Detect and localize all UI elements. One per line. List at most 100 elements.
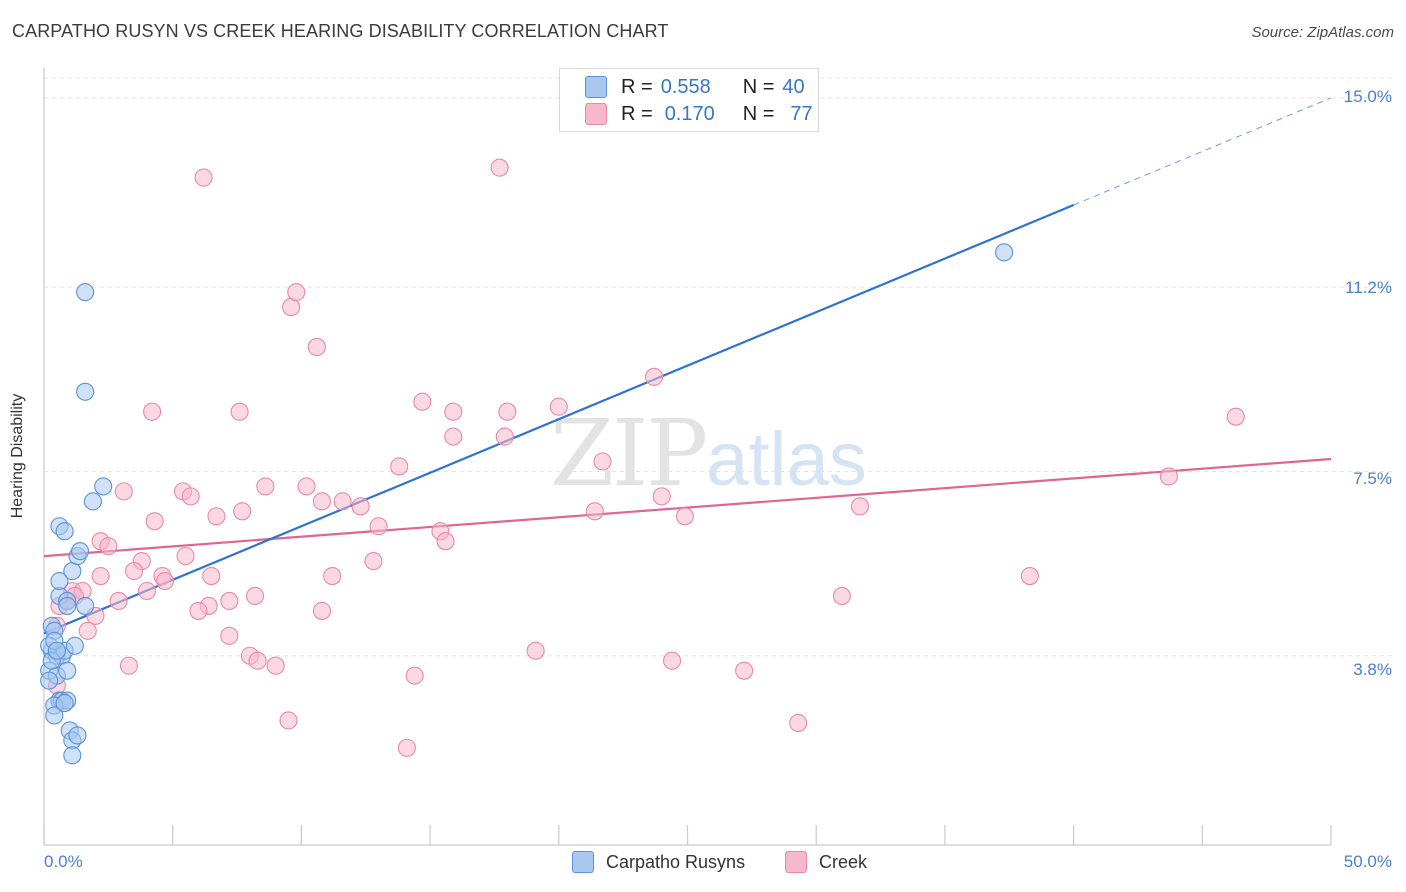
point-creek-70 bbox=[663, 651, 682, 670]
axes bbox=[43, 68, 1332, 846]
point-creek-54 bbox=[109, 591, 128, 611]
trend-line-carpatho bbox=[43, 203, 1075, 635]
point-carpatho-29 bbox=[83, 492, 102, 511]
watermark-atlas: atlas bbox=[706, 417, 867, 502]
point-carpatho-18 bbox=[63, 746, 82, 765]
point-creek-17 bbox=[593, 452, 612, 471]
legend-swatch-carpatho bbox=[585, 76, 607, 98]
point-creek-15 bbox=[1159, 467, 1178, 486]
legend-r-value: 0.170 bbox=[664, 102, 715, 125]
series-legend-creek[interactable]: Creek bbox=[785, 851, 867, 873]
y-axis-label: Hearing Disability bbox=[9, 393, 26, 519]
point-creek-6 bbox=[444, 402, 463, 421]
point-creek-47 bbox=[323, 567, 342, 586]
chart-title: CARPATHO RUSYN VS CREEK HEARING DISABILI… bbox=[12, 21, 669, 41]
point-creek-35 bbox=[436, 532, 455, 551]
point-carpatho-25 bbox=[58, 596, 77, 615]
point-carpatho-31 bbox=[76, 382, 95, 401]
legend-n-value: 40 bbox=[782, 75, 805, 98]
watermark-zip: ZIP bbox=[550, 400, 708, 507]
point-creek-18 bbox=[652, 487, 671, 506]
point-creek-32 bbox=[850, 497, 870, 516]
point-carpatho-14 bbox=[45, 706, 64, 725]
point-creek-77 bbox=[397, 738, 416, 757]
legend-swatch-creek bbox=[585, 103, 607, 125]
point-creek-9 bbox=[549, 397, 568, 416]
point-carpatho-35 bbox=[65, 636, 84, 655]
point-creek-16 bbox=[390, 457, 409, 476]
source-label: Source: ZipAtlas.com bbox=[1251, 24, 1394, 41]
point-creek-12 bbox=[230, 402, 249, 421]
point-creek-40 bbox=[364, 552, 383, 571]
point-creek-29 bbox=[145, 512, 164, 531]
point-creek-57 bbox=[832, 586, 851, 606]
point-creek-62 bbox=[78, 621, 97, 640]
x-tick-label-0: 0.0% bbox=[44, 852, 83, 871]
point-creek-44 bbox=[91, 567, 110, 586]
point-creek-63 bbox=[220, 626, 239, 645]
point-carpatho-17 bbox=[68, 726, 87, 745]
point-carpatho-39 bbox=[55, 694, 74, 713]
point-creek-76 bbox=[789, 713, 808, 733]
point-creek-67 bbox=[248, 651, 267, 670]
point-creek-28 bbox=[207, 507, 226, 526]
point-creek-41 bbox=[125, 562, 144, 581]
y-tick-label-11-2: 11.2% bbox=[1345, 278, 1392, 297]
y-tick-label-3-8: 3.8% bbox=[1353, 660, 1392, 679]
series-swatch-creek bbox=[785, 851, 807, 873]
y-tick-label-15: 15.0% bbox=[1343, 87, 1392, 106]
point-creek-21 bbox=[181, 487, 200, 506]
point-creek-48 bbox=[1020, 567, 1039, 586]
legend-row-carpatho: R = 0.558 N = 40 bbox=[585, 74, 805, 100]
legend-n-label: N = bbox=[742, 75, 775, 98]
data-points bbox=[40, 158, 1245, 765]
correlation-legend: R = 0.558 N = 40 R = 0.170 N = 77 bbox=[559, 68, 819, 132]
trend-lines bbox=[43, 97, 1332, 635]
point-creek-72 bbox=[405, 666, 424, 685]
point-creek-69 bbox=[526, 641, 545, 660]
point-creek-19 bbox=[114, 482, 133, 501]
point-creek-39 bbox=[176, 547, 195, 566]
point-creek-56 bbox=[246, 586, 265, 606]
legend-row-creek: R = 0.170 N = 77 bbox=[585, 101, 813, 127]
legend-r-label: R = bbox=[621, 75, 653, 98]
point-creek-75 bbox=[279, 711, 298, 730]
point-creek-55 bbox=[220, 591, 239, 611]
series-swatch-carpatho bbox=[572, 851, 594, 873]
series-label-creek: Creek bbox=[819, 851, 868, 872]
point-creek-49 bbox=[137, 581, 157, 601]
point-creek-31 bbox=[675, 507, 694, 526]
point-carpatho-37 bbox=[47, 641, 66, 660]
point-creek-34 bbox=[369, 517, 388, 536]
point-carpatho-38 bbox=[995, 243, 1014, 262]
y-tick-label-7-5: 7.5% bbox=[1353, 469, 1392, 488]
trend-line-creek bbox=[43, 457, 1332, 558]
point-creek-0 bbox=[194, 168, 213, 187]
point-carpatho-23 bbox=[70, 542, 90, 561]
series-legend-carpatho[interactable]: Carpatho Rusyns bbox=[572, 851, 745, 873]
point-carpatho-30 bbox=[94, 477, 113, 496]
legend-n-value: 77 bbox=[790, 102, 813, 125]
point-creek-10 bbox=[644, 367, 664, 386]
point-carpatho-20 bbox=[50, 571, 69, 591]
point-creek-7 bbox=[495, 427, 514, 446]
point-carpatho-9 bbox=[40, 671, 59, 690]
trend-line-carpatho-extension bbox=[1073, 97, 1332, 206]
point-creek-68 bbox=[266, 656, 285, 675]
point-creek-60 bbox=[312, 601, 332, 620]
point-creek-24 bbox=[312, 492, 332, 511]
point-carpatho-32 bbox=[76, 283, 95, 302]
grid-lines bbox=[44, 77, 1395, 657]
series-label-carpatho: Carpatho Rusyns bbox=[606, 851, 746, 872]
legend-r-label: R = bbox=[621, 102, 653, 125]
point-creek-59 bbox=[189, 601, 208, 620]
point-creek-46 bbox=[202, 567, 221, 586]
point-creek-5 bbox=[413, 392, 432, 411]
point-creek-30 bbox=[585, 502, 604, 521]
x-tick-label-50: 50.0% bbox=[1343, 852, 1392, 871]
point-creek-27 bbox=[233, 502, 252, 521]
legend-r-value: 0.558 bbox=[660, 75, 711, 98]
watermark: ZIPatlas bbox=[550, 400, 867, 507]
point-creek-4 bbox=[307, 337, 326, 356]
